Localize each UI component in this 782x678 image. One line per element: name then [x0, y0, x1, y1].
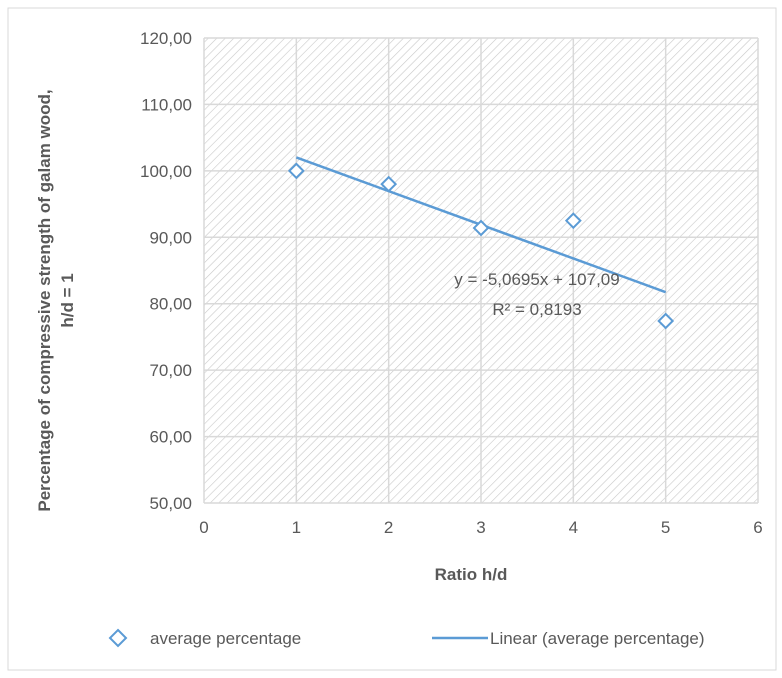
x-tick-label: 0: [199, 518, 208, 537]
legend-label-trendline: Linear (average percentage): [490, 629, 705, 648]
legend: average percentage Linear (average perce…: [108, 628, 705, 648]
chart-border: [7, 7, 777, 671]
y-axis-title-line2: h/d = 1: [58, 273, 77, 327]
y-axis-title: Percentage of compressive strength of ga…: [35, 89, 77, 511]
y-axis-title-line1: Percentage of compressive strength of ga…: [35, 89, 54, 511]
x-tick-label: 5: [661, 518, 670, 537]
data-point: [657, 312, 675, 330]
y-tick-label: 70,00: [149, 361, 192, 380]
y-tick-label: 100,00: [140, 162, 192, 181]
grid-lines: [203, 37, 759, 504]
y-tick-label: 110,00: [141, 95, 192, 114]
x-tick-label: 4: [569, 518, 578, 537]
y-tick-label: 120,00: [140, 29, 192, 48]
data-point: [287, 162, 305, 180]
y-tick-label: 80,00: [149, 295, 192, 314]
x-tick-label: 1: [292, 518, 301, 537]
x-tick-label: 3: [476, 518, 485, 537]
y-tick-label: 50,00: [149, 494, 192, 513]
x-tick-labels: 0 1 2 3 4 5 6: [199, 518, 762, 537]
data-point: [472, 219, 490, 237]
trendline-r-squared: R² = 0,8193: [492, 300, 581, 319]
x-axis-title: Ratio h/d: [435, 565, 508, 584]
y-tick-labels: 50,00 60,00 70,00 80,00 90,00 100,00 110,00 120…: [140, 29, 192, 513]
trendline-equation: y = -5,0695x + 107,09: [454, 270, 619, 289]
legend-label-series: average percentage: [150, 629, 301, 648]
y-tick-label: 90,00: [149, 228, 192, 247]
data-point: [380, 175, 398, 193]
y-tick-label: 60,00: [149, 428, 192, 447]
x-tick-label: 6: [753, 518, 762, 537]
legend-marker-diamond: [108, 628, 128, 648]
x-tick-label: 2: [384, 518, 393, 537]
data-points: [287, 162, 675, 330]
data-point: [564, 212, 582, 230]
